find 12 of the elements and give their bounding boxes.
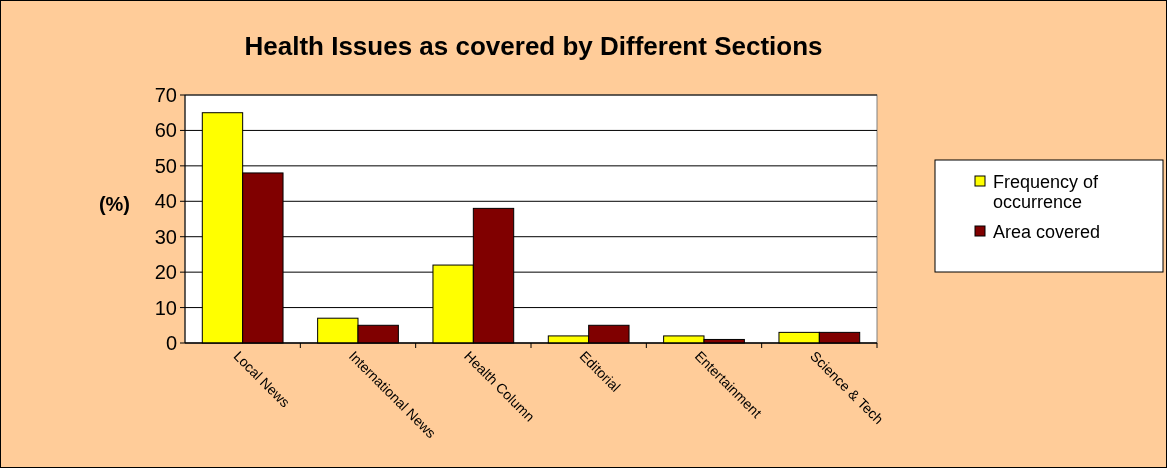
y-tick-label: 50	[154, 154, 177, 177]
chart-title: Health Issues as covered by Different Sections	[244, 31, 823, 61]
y-tick-label: 40	[154, 190, 177, 213]
y-tick-label: 10	[154, 296, 177, 319]
y-tick-label: 60	[154, 119, 177, 142]
y-tick-label: 30	[154, 225, 177, 248]
y-tick-label: 70	[154, 84, 177, 106]
y-axis-title: (%)	[98, 193, 130, 215]
y-tick-label: 0	[165, 332, 177, 354]
y-tick-label: 20	[154, 261, 177, 284]
legend-label: Frequency of occurrence	[993, 172, 1100, 213]
legend-label: Area covered	[993, 222, 1101, 243]
